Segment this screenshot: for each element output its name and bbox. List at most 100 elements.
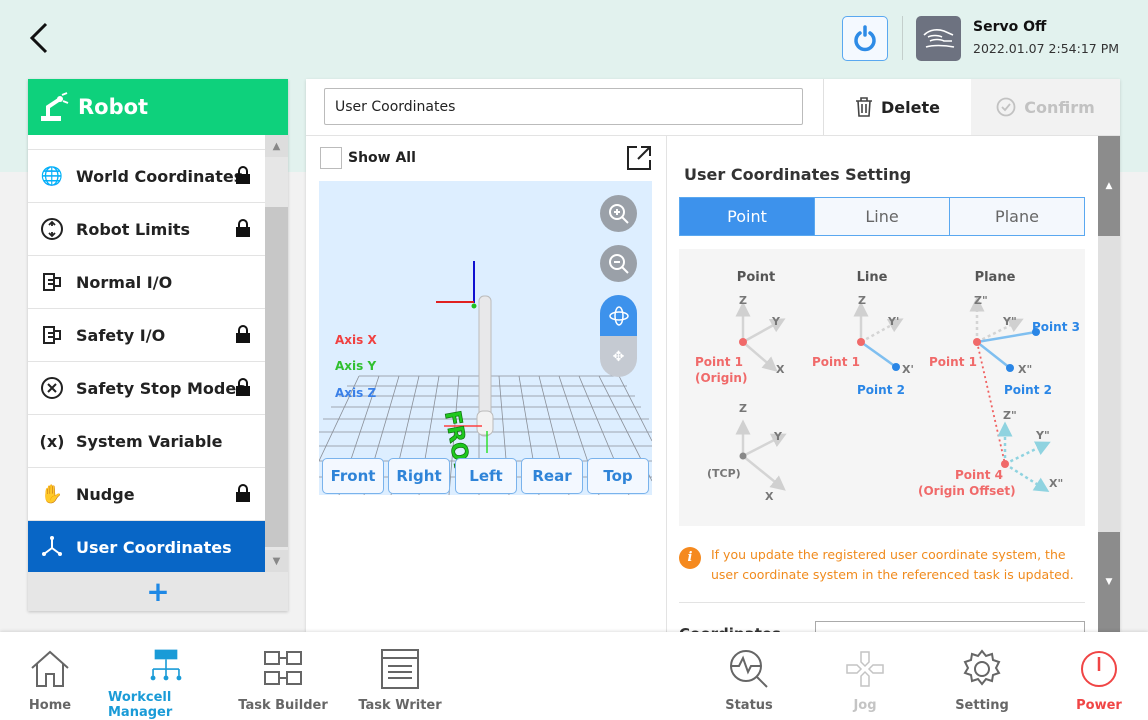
nav-setting[interactable]: Setting	[924, 632, 1040, 720]
scroll-up-arrow[interactable]: ▲	[1098, 136, 1120, 236]
scroll-down-arrow[interactable]: ▼	[1098, 532, 1120, 632]
view-top-button[interactable]: Top	[587, 458, 649, 494]
scroll-up-arrow[interactable]: ▲	[265, 135, 288, 157]
svg-text:Point 2: Point 2	[1004, 383, 1052, 397]
coordinate-diagram: Point Line Plane Z Y X Z Y X (TCP)	[679, 249, 1085, 526]
datetime: 2022.01.07 2:54:17 PM	[973, 41, 1120, 56]
svg-text:(Origin): (Origin)	[695, 371, 747, 385]
check-circle-icon	[996, 97, 1016, 117]
sidebar-item-nudge[interactable]: ✋ Nudge	[28, 468, 265, 521]
svg-text:Line: Line	[857, 270, 888, 285]
svg-text:Point 1: Point 1	[695, 355, 743, 369]
lock-icon	[235, 165, 251, 189]
gear-icon	[963, 649, 1001, 686]
sidebar-item-world-coordinates[interactable]: 🌐 World Coordinates	[28, 150, 265, 203]
zoom-in-icon	[608, 203, 629, 224]
add-button[interactable]: +	[28, 572, 288, 611]
limit-icon	[38, 215, 66, 243]
divider	[666, 136, 667, 632]
svg-text:X": X"	[1049, 477, 1063, 490]
svg-text:Point 4: Point 4	[955, 468, 1003, 482]
task-builder-icon	[264, 651, 302, 685]
svg-text:X: X	[765, 490, 774, 503]
coordinate-name-input[interactable]	[324, 88, 803, 125]
scroll-thumb[interactable]	[265, 207, 288, 547]
sidebar-item-robot-limits[interactable]: Robot Limits	[28, 203, 265, 256]
zoom-in-button[interactable]	[600, 195, 637, 232]
expand-button[interactable]	[626, 145, 652, 175]
divider	[306, 135, 1120, 136]
svg-text:Plane: Plane	[975, 270, 1016, 285]
status-icon	[730, 650, 768, 688]
pan-arrows-icon: ✥	[612, 348, 625, 365]
divider	[679, 602, 1085, 603]
sidebar-scrollbar[interactable]: ▲ ▼	[265, 135, 288, 572]
lock-icon	[235, 377, 251, 401]
coordinate-type-tabs: Point Line Plane	[679, 197, 1085, 236]
confirm-button[interactable]: Confirm	[971, 79, 1120, 135]
hand-icon: ✋	[40, 483, 64, 505]
svg-text:Z: Z	[739, 294, 747, 307]
jog-icon	[846, 651, 884, 687]
tab-point[interactable]: Point	[680, 198, 814, 235]
rotate-3d-icon	[608, 305, 629, 326]
svg-text:(Origin Offset): (Origin Offset)	[918, 484, 1016, 498]
nav-workcell-manager[interactable]: Workcell Manager	[108, 632, 224, 720]
sidebar-header: Robot	[28, 79, 288, 135]
checkbox[interactable]	[320, 147, 342, 169]
svg-text:Z": Z"	[1003, 409, 1017, 422]
settings-scrollbar[interactable]: ▲ ▼	[1098, 136, 1120, 632]
view-rear-button[interactable]: Rear	[521, 458, 583, 494]
zoom-out-icon	[608, 253, 629, 274]
divider	[902, 16, 903, 60]
lock-icon	[235, 483, 251, 507]
back-button[interactable]	[24, 20, 56, 56]
svg-text:Point 1: Point 1	[812, 355, 860, 369]
view-left-button[interactable]: Left	[455, 458, 517, 494]
reset-button[interactable]	[842, 16, 888, 61]
nav-task-writer[interactable]: Task Writer	[342, 632, 458, 720]
info-icon: i	[679, 547, 701, 569]
view-right-button[interactable]: Right	[388, 458, 450, 494]
svg-text:Z: Z	[739, 402, 747, 415]
sidebar-item-safety-io[interactable]: Safety I/O	[28, 309, 265, 362]
sidebar-item-system-variable[interactable]: (x) System Variable	[28, 415, 265, 468]
sidebar-item-user-coordinates[interactable]: User Coordinates	[28, 521, 265, 572]
view-front-button[interactable]: Front	[322, 458, 384, 494]
svg-text:(TCP): (TCP)	[707, 467, 741, 480]
scroll-down-arrow[interactable]: ▼	[265, 550, 288, 572]
settings-title: User Coordinates Setting	[684, 165, 912, 184]
svg-text:X": X"	[1018, 363, 1032, 376]
robot-arm-icon	[41, 92, 69, 121]
tab-plane[interactable]: Plane	[949, 198, 1084, 235]
sidebar: Robot 🌐 World Coordinates Robot Limits No…	[28, 79, 288, 611]
workcell-icon	[150, 649, 182, 681]
svg-text:Point: Point	[737, 270, 775, 285]
sidebar-title: Robot	[78, 95, 149, 119]
svg-text:Y: Y	[773, 430, 783, 443]
tab-line[interactable]: Line	[814, 198, 949, 235]
zoom-out-button[interactable]	[600, 245, 637, 282]
robot-3d-viewer[interactable]: FRONT Axis X Axis Y Axis Z ✥ Front Right…	[319, 181, 652, 495]
nav-jog[interactable]: Jog	[807, 632, 923, 720]
variable-icon: (x)	[39, 431, 65, 451]
expand-icon	[627, 146, 651, 170]
home-icon	[31, 650, 69, 687]
axes-icon	[38, 533, 66, 561]
sidebar-item-normal-io[interactable]: Normal I/O	[28, 256, 265, 309]
svg-text:X: X	[776, 363, 785, 376]
io-icon	[38, 321, 66, 349]
sidebar-item-safety-stop-modes[interactable]: Safety Stop Modes	[28, 362, 265, 415]
nav-power[interactable]: Power	[1041, 632, 1148, 720]
coordinates-select[interactable]	[815, 621, 1085, 641]
pan-mode-button[interactable]: ✥	[600, 336, 637, 377]
show-all-checkbox[interactable]: Show All	[320, 147, 416, 169]
svg-text:Point 1: Point 1	[929, 355, 977, 369]
nav-home[interactable]: Home	[0, 632, 108, 720]
delete-button[interactable]: Delete	[823, 79, 971, 135]
nav-task-builder[interactable]: Task Builder	[225, 632, 341, 720]
chevron-left-icon	[29, 22, 48, 54]
rotate-mode-button[interactable]	[600, 295, 637, 336]
nav-status[interactable]: Status	[691, 632, 807, 720]
svg-text:Y': Y'	[887, 315, 899, 328]
